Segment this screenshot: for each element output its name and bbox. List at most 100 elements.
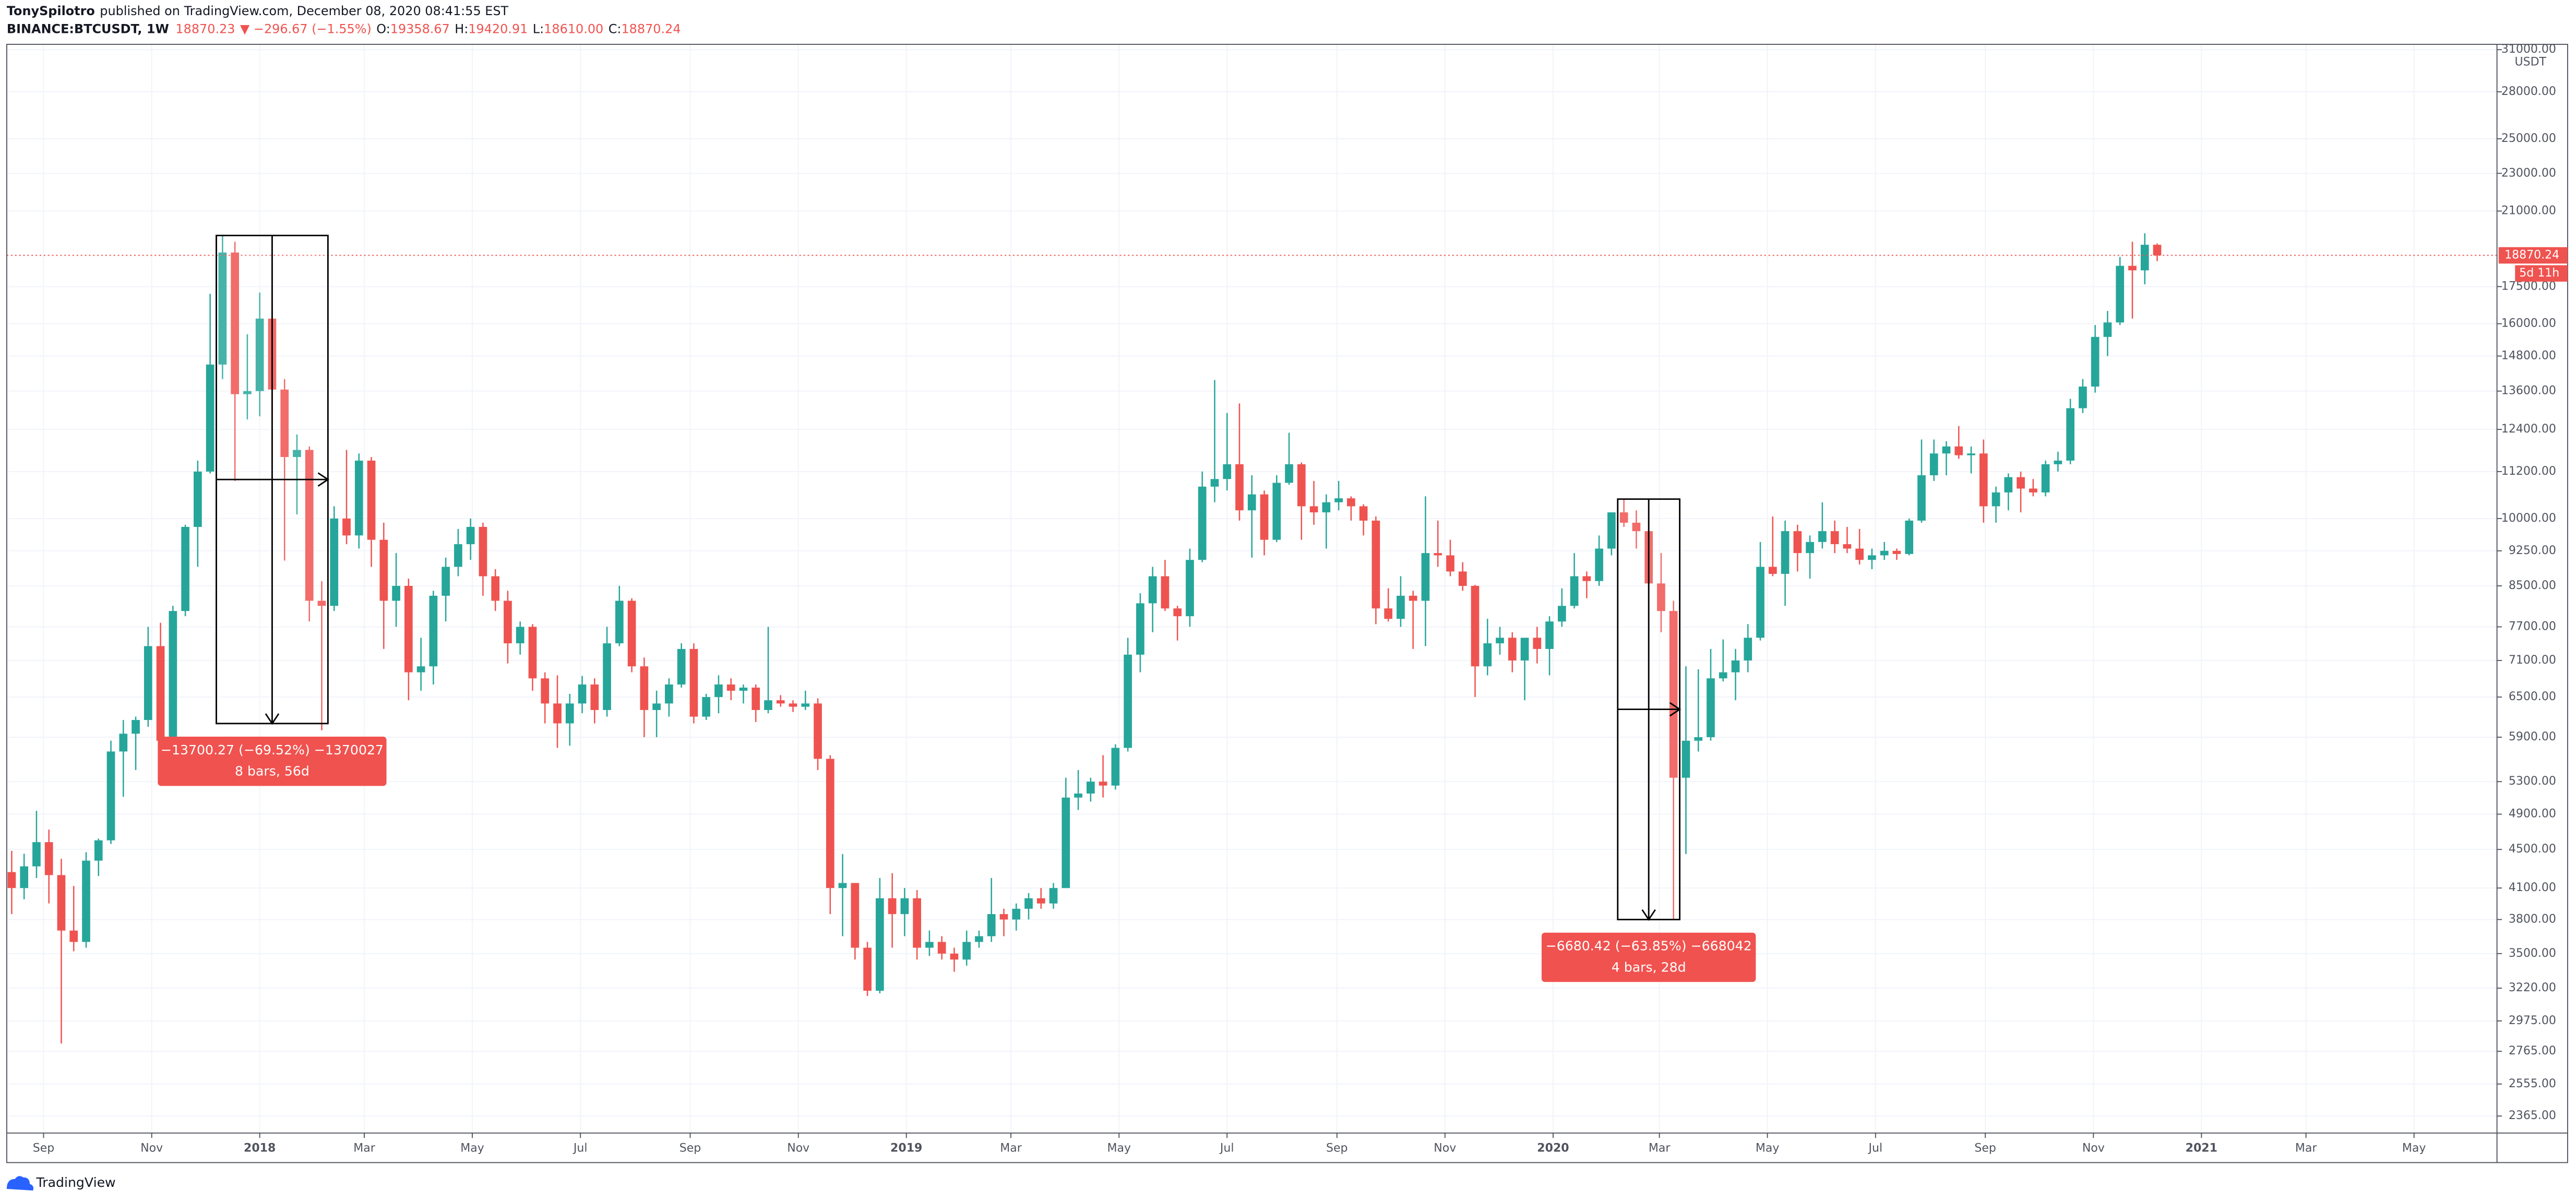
arrow-head: [317, 472, 329, 487]
candle-body: [615, 600, 624, 644]
y-tick-label: 2555.00: [2509, 1077, 2556, 1090]
candle-body: [1372, 520, 1380, 609]
y-tick-label: 5300.00: [2509, 775, 2556, 788]
candle-body: [379, 539, 388, 601]
candle-body: [726, 684, 735, 691]
candle-body: [1421, 553, 1430, 601]
publish-line: TonySpilotro published on TradingView.com…: [7, 4, 509, 18]
candle-body: [144, 646, 152, 720]
candle-body: [44, 842, 53, 875]
y-tick-label: 2765.00: [2509, 1044, 2556, 1057]
x-tick-label: 2021: [2186, 1142, 2217, 1155]
candle-body: [1818, 531, 1827, 542]
x-tick-label: Sep: [1326, 1142, 1348, 1155]
candle-body: [1111, 748, 1120, 786]
change: ▼ −296.67 (−1.55%): [240, 22, 372, 37]
candle-body: [541, 678, 550, 704]
candle-body: [7, 872, 16, 888]
candle-body: [1954, 446, 1963, 455]
x-tick-label: Sep: [679, 1142, 701, 1155]
y-tick-label: 21000.00: [2501, 205, 2556, 218]
candle-body: [516, 627, 524, 644]
candle-body: [57, 875, 66, 931]
candle-body: [1657, 583, 1665, 611]
candle-body: [504, 600, 512, 644]
candle-body: [106, 751, 115, 840]
candle-body: [119, 734, 128, 752]
candle-body: [1929, 453, 1938, 476]
candle-body: [1942, 446, 1951, 454]
candle-body: [1359, 506, 1368, 521]
candle-body: [1533, 638, 1542, 649]
candle-body: [429, 595, 438, 667]
x-tick-label: Jul: [1868, 1142, 1883, 1155]
candle-body: [1458, 571, 1467, 586]
c-label: C:: [609, 22, 622, 37]
candle-body: [999, 914, 1008, 920]
candle-body: [1669, 611, 1678, 778]
candle-body: [975, 936, 983, 942]
candle-body: [553, 703, 562, 724]
candle-body: [1347, 498, 1355, 507]
candle-body: [1707, 678, 1715, 738]
candle-body: [1520, 638, 1529, 660]
y-tick-label: 14800.00: [2501, 349, 2556, 362]
y-tick-label: 12400.00: [2501, 423, 2556, 436]
candle-body: [677, 648, 686, 685]
candle-body: [1409, 595, 1417, 601]
candle-body: [1334, 498, 1343, 502]
y-tick-label: 7700.00: [2509, 620, 2556, 633]
y-tick-label: 2975.00: [2509, 1014, 2556, 1027]
candle-body: [1991, 492, 2000, 507]
candle-body: [900, 898, 909, 915]
y-tick-label: 28000.00: [2501, 85, 2556, 98]
candle-body: [2140, 245, 2149, 271]
candle-body: [132, 720, 140, 734]
candle-body: [1793, 531, 1802, 554]
candle-body: [2041, 464, 2050, 492]
candle-body: [293, 450, 301, 458]
measure-label-box: [158, 737, 387, 786]
candle-body: [1967, 453, 1975, 455]
candle-body: [1756, 567, 1764, 638]
y-tick-label: 4100.00: [2509, 881, 2556, 894]
candle-body: [962, 942, 971, 960]
candle-body: [1062, 797, 1070, 888]
h-value: 19420.91: [468, 22, 528, 37]
candle-body: [69, 930, 78, 942]
candle-body: [82, 860, 90, 942]
candle-body: [1557, 606, 1566, 622]
x-tick-label: 2019: [890, 1142, 922, 1155]
x-tick-label: Sep: [1974, 1142, 1996, 1155]
y-tick-label: 3800.00: [2509, 913, 2556, 926]
y-tick-label: 16000.00: [2501, 317, 2556, 330]
candle-body: [1483, 643, 1492, 667]
x-tick-label: Nov: [787, 1142, 809, 1155]
x-tick-label: May: [2402, 1142, 2426, 1155]
candle-body: [169, 611, 177, 741]
y-tick-label: 11200.00: [2501, 465, 2556, 478]
candle-body: [752, 687, 760, 710]
candle-body: [194, 471, 202, 527]
y-tick-label: 2365.00: [2509, 1109, 2556, 1122]
arrow-head: [1641, 909, 1656, 921]
price-tag: [2498, 247, 2568, 264]
candle-body: [1496, 638, 1504, 644]
published: published on TradingView.com, December 0…: [100, 4, 508, 18]
candle-body: [2128, 266, 2137, 271]
candle-body: [94, 840, 103, 861]
candle-body: [640, 666, 649, 710]
candle-body: [702, 697, 711, 717]
plot-area: [6, 233, 2497, 1044]
candle-body: [1619, 512, 1628, 523]
candle-body: [801, 703, 810, 707]
y-tick-label: 3220.00: [2509, 981, 2556, 994]
candle-body: [218, 253, 227, 365]
candle-body: [1136, 603, 1144, 655]
candle-body: [1285, 464, 1293, 483]
candle-body: [1049, 888, 1058, 904]
y-tick-label: 3500.00: [2509, 947, 2556, 960]
x-tick-label: Mar: [2295, 1142, 2317, 1155]
l-value: 18610.00: [544, 22, 603, 37]
x-tick-label: Mar: [1000, 1142, 1022, 1155]
